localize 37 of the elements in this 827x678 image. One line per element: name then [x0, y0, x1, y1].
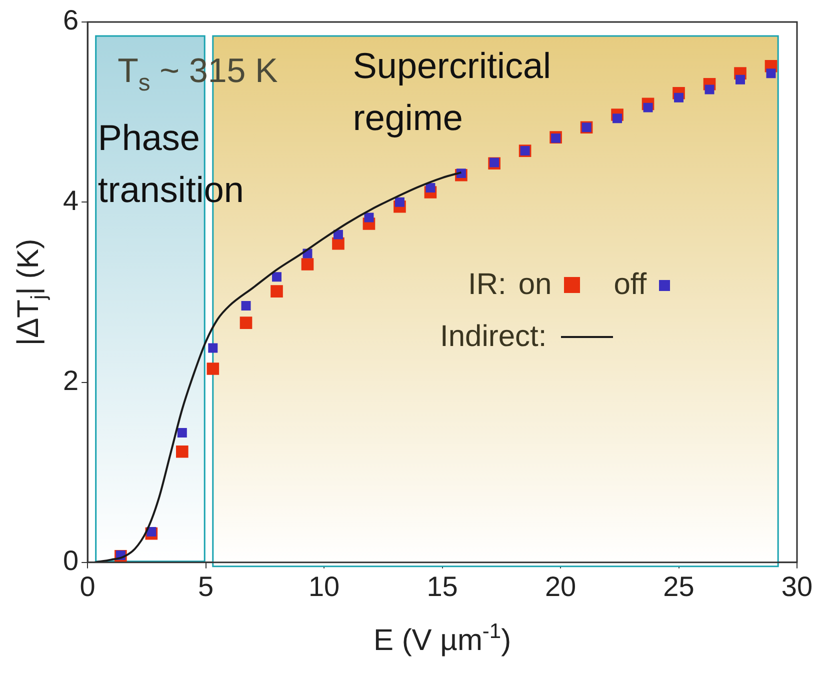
- y-tick-label: 4: [62, 184, 79, 216]
- point: [736, 74, 745, 84]
- point: [333, 230, 343, 240]
- point: [643, 102, 653, 112]
- point: [241, 300, 251, 310]
- point: [240, 316, 252, 329]
- point: [206, 362, 220, 375]
- point: [176, 445, 188, 458]
- point: [364, 212, 374, 222]
- legend-label: off: [614, 268, 647, 302]
- x-tick-label: 10: [308, 570, 340, 602]
- x-tick-label: 15: [426, 570, 458, 602]
- x-tick-label: 25: [663, 570, 694, 602]
- point: [270, 285, 283, 298]
- legend-label: Indirect:: [440, 320, 547, 354]
- point: [704, 84, 714, 94]
- point: [426, 182, 436, 192]
- point: [208, 343, 218, 353]
- x-tick-label: 30: [781, 570, 813, 602]
- point: [272, 272, 282, 282]
- point: [394, 197, 404, 207]
- point: [301, 258, 314, 270]
- point: [146, 527, 156, 537]
- x-tick-label: 5: [198, 570, 214, 602]
- legend-label: on: [518, 268, 552, 302]
- point: [674, 92, 684, 102]
- point: [612, 114, 622, 124]
- point: [490, 158, 500, 168]
- y-axis-title: |ΔTj| (K): [12, 238, 50, 346]
- y-tick-label: 0: [62, 545, 79, 576]
- y-tick-label: 2: [62, 364, 79, 396]
- band-label: Supercritical regime: [352, 45, 551, 138]
- x-tick-label: 20: [544, 570, 576, 602]
- point: [177, 428, 187, 438]
- legend-title: IR:: [468, 268, 506, 302]
- y-tick-label: 6: [62, 4, 79, 36]
- point: [766, 68, 776, 78]
